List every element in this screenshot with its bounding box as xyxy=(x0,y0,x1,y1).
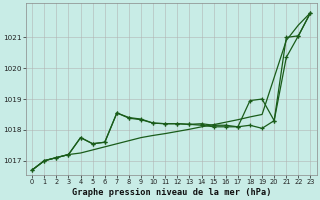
X-axis label: Graphe pression niveau de la mer (hPa): Graphe pression niveau de la mer (hPa) xyxy=(72,188,271,197)
